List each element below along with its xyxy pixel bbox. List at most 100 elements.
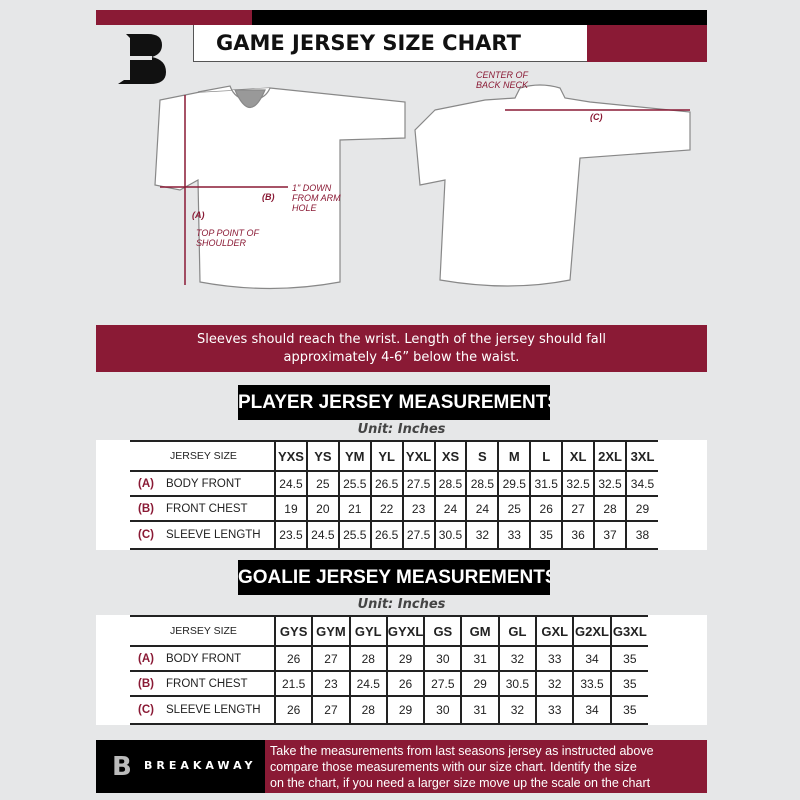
table-cell: 35 [623,651,637,666]
size-header: GYXL [386,616,426,646]
footer-line-1: Take the measurements from last seasons … [270,744,654,758]
row-name: SLEEVE LENGTH [166,704,261,716]
table-cell: 20 [306,496,340,521]
size-header: M [498,441,532,471]
table-header-row: JERSEY SIZE YXS YS YM YL YXL XS S M L XL 2XL 3XL [130,441,658,471]
size-header: YS [306,441,340,471]
size-header: XL [562,441,596,471]
row-name: FRONT CHEST [166,677,248,690]
instruction-banner: Sleeves should reach the wrist. Length o… [96,325,707,372]
table-cell: 29 [386,646,426,671]
size-header: YL [370,441,404,471]
player-unit: Unit: Inches [357,422,446,437]
row-letter: (A) [138,477,154,490]
table-header-row: JERSEY SIZE GYS GYM GYL GYXL GS GM GL GXL G2XL G3X… [130,616,648,646]
table-cell: 24.5 [275,471,308,496]
table-cell: 25.5 [338,521,372,549]
row-letter: (C) [138,704,154,716]
footer-line-3: on the chart, if you need a larger size … [270,776,651,790]
title-accent [587,25,707,62]
top-accent-bar [96,10,252,25]
table-cell: 24.5 [306,521,340,549]
row-letter: (B) [138,502,154,515]
row-letter: (A) [138,652,154,665]
table-cell: 23 [402,496,436,521]
footer-brand: B BREAKAWAY [96,740,265,793]
size-header: G2XL [573,616,612,646]
table-cell: 32 [498,696,538,724]
table-row: (C) SLEEVE LENGTH 23.5 24.5 25.5 26.5 27.5 30.5… [130,521,658,549]
size-label: JERSEY SIZE [130,616,276,646]
table-cell: 34.5 [630,476,655,491]
size-header: YXL [402,441,436,471]
label-a: (A) [192,210,205,220]
player-section-title: PLAYER JERSEY MEASUREMENTS [238,385,550,420]
table-cell: 34 [573,646,612,671]
table-cell: 34 [573,696,612,724]
table-cell: 26.5 [370,521,404,549]
table-cell: 28.5 [434,471,468,496]
size-header: YXS [275,441,308,471]
label-b-desc: 1" DOWN FROM ARM HOLE [292,183,341,213]
size-header: 3XL [630,448,655,464]
table-cell: 29.5 [498,471,532,496]
table-cell: 28 [594,496,627,521]
table-cell: 26.5 [370,471,404,496]
table-cell: 32 [536,671,575,696]
table-cell: 28 [349,696,388,724]
row-name: FRONT CHEST [166,502,248,515]
table-cell: 35 [623,703,637,717]
table-cell: 32 [466,521,500,549]
table-row: (B) FRONT CHEST 19 20 21 22 23 24 24 25 26 27 28 29 [130,496,658,521]
table-cell: 27 [312,696,351,724]
size-header: GL [498,616,538,646]
label-c: (C) [590,112,603,122]
size-header: GM [461,616,500,646]
size-header: S [466,441,500,471]
page-title: GAME JERSEY SIZE CHART [193,25,587,62]
table-cell: 26 [530,496,564,521]
table-cell: 24.5 [349,671,388,696]
table-cell: 26 [386,671,426,696]
table-cell: 31 [461,646,500,671]
table-cell: 32.5 [594,471,627,496]
footer-instructions: Take the measurements from last seasons … [265,740,707,793]
row-name: BODY FRONT [166,477,242,490]
table-cell: 28 [349,646,388,671]
table-cell: 33 [536,646,575,671]
table-cell: 36 [562,521,596,549]
size-header: GYS [275,616,314,646]
label-a-desc: TOP POINT OF SHOULDER [196,228,259,248]
table-cell: 23.5 [275,521,308,549]
row-name: SLEEVE LENGTH [166,529,261,541]
table-cell: 25 [306,471,340,496]
label-c-desc: CENTER OF BACK NECK [476,70,529,90]
table-row: (A) BODY FRONT 24.5 25 25.5 26.5 27.5 28.5 28.5 2… [130,471,658,496]
table-cell: 24 [434,496,468,521]
label-b: (B) [262,192,275,202]
size-header: L [530,441,564,471]
table-cell: 23 [312,671,351,696]
breakaway-logo [118,34,166,84]
table-row: (B) FRONT CHEST 21.5 23 24.5 26 27.5 29 30.5 32 33… [130,671,648,696]
row-letter: (C) [138,529,154,541]
table-cell: 33 [498,521,532,549]
table-cell: 30.5 [498,671,538,696]
table-cell: 27.5 [424,671,463,696]
row-name: BODY FRONT [166,652,242,665]
table-cell: 27.5 [402,471,436,496]
size-header: GS [424,616,463,646]
size-header: YM [338,441,372,471]
table-cell: 31 [461,696,500,724]
table-cell: 25 [498,496,532,521]
table-cell: 28.5 [466,471,500,496]
table-cell: 31.5 [530,471,564,496]
table-cell: 24 [466,496,500,521]
table-cell: 27 [562,496,596,521]
table-cell: 32.5 [562,471,596,496]
table-cell: 25.5 [338,471,372,496]
banner-line-2: approximately 4-6” below the waist. [283,350,520,365]
table-cell: 33.5 [573,671,612,696]
table-cell: 32 [498,646,538,671]
table-cell: 21 [338,496,372,521]
